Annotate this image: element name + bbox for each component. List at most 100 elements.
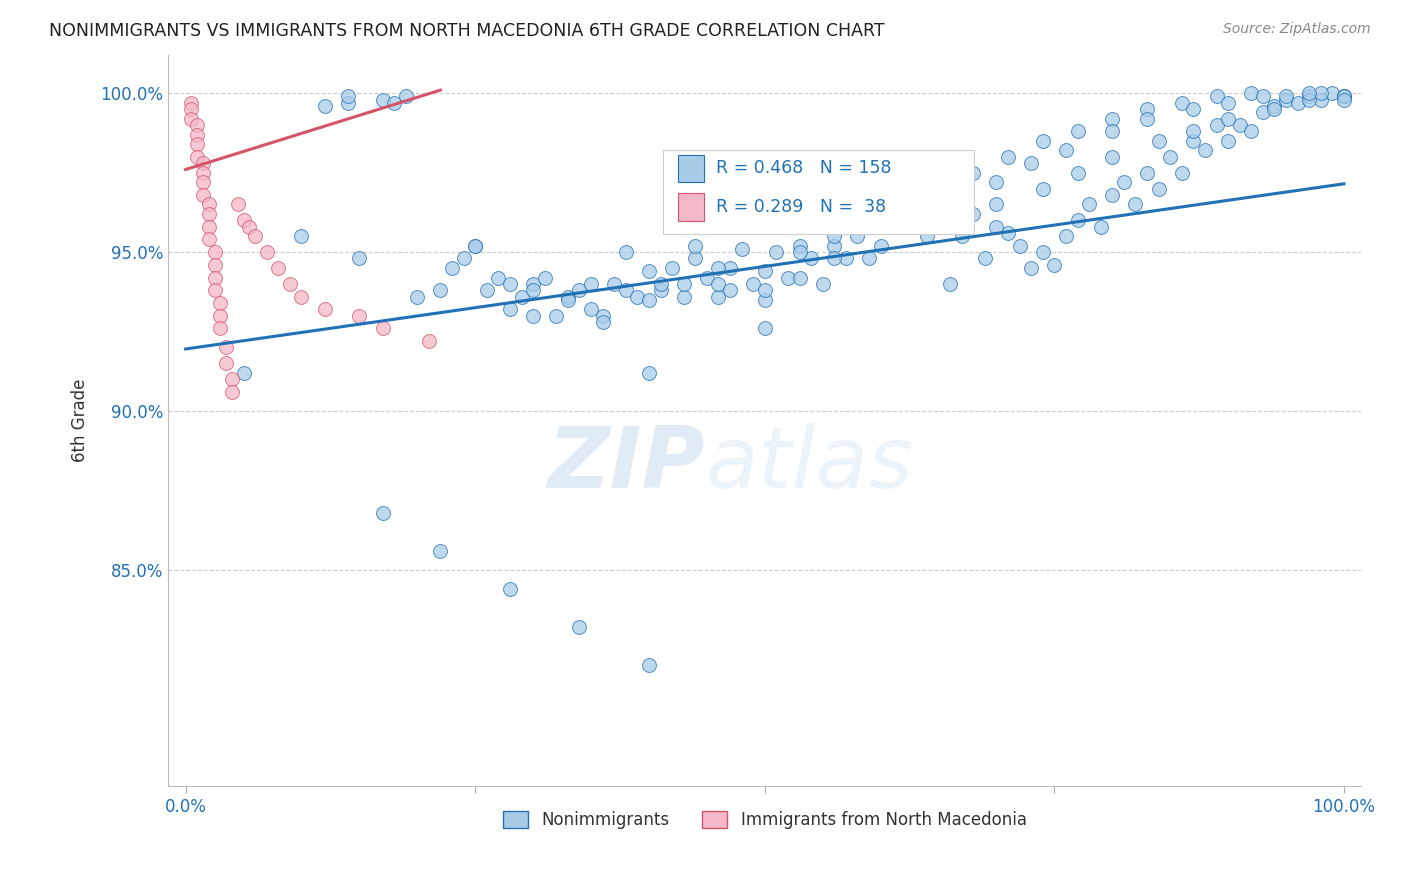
Point [349, 252, 371, 266]
Point [754, 293, 776, 307]
Point [882, 219, 904, 234]
Point [1286, 95, 1309, 110]
Point [186, 128, 208, 142]
Y-axis label: 6th Grade: 6th Grade [72, 379, 89, 462]
Point [1298, 89, 1320, 103]
Text: Source: ZipAtlas.com: Source: ZipAtlas.com [1223, 22, 1371, 37]
Point [464, 238, 486, 252]
Point [1216, 95, 1239, 110]
Point [243, 229, 266, 244]
Point [406, 289, 429, 303]
Text: NONIMMIGRANTS VS IMMIGRANTS FROM NORTH MACEDONIA 6TH GRADE CORRELATION CHART: NONIMMIGRANTS VS IMMIGRANTS FROM NORTH M… [49, 22, 884, 40]
Point [209, 309, 232, 323]
Point [1066, 166, 1088, 180]
Point [1054, 229, 1077, 244]
Point [1019, 156, 1042, 170]
Point [904, 197, 927, 211]
Point [204, 258, 226, 272]
Point [939, 277, 962, 291]
Point [215, 356, 238, 370]
Point [928, 213, 950, 227]
Point [1101, 188, 1123, 202]
Point [486, 270, 509, 285]
Point [1240, 87, 1263, 101]
Text: ZIP: ZIP [547, 423, 704, 506]
Point [191, 188, 214, 202]
Point [418, 334, 440, 348]
Point [730, 242, 752, 256]
Point [869, 219, 891, 234]
Point [789, 245, 811, 260]
Point [522, 277, 544, 291]
Point [893, 207, 915, 221]
Bar [678, 154, 704, 182]
Point [371, 506, 394, 520]
Point [1078, 197, 1101, 211]
Point [191, 166, 214, 180]
Point [893, 197, 915, 211]
Point [661, 260, 683, 275]
Point [718, 283, 741, 297]
Point [209, 321, 232, 335]
Point [986, 197, 1008, 211]
Point [1309, 87, 1331, 101]
Point [475, 283, 498, 297]
Point [1229, 118, 1251, 132]
Point [928, 188, 950, 202]
Point [1263, 99, 1285, 113]
Point [858, 219, 880, 234]
Point [1136, 102, 1159, 116]
Point [1205, 118, 1227, 132]
Point [811, 277, 834, 291]
Point [232, 366, 254, 380]
Point [754, 321, 776, 335]
Point [180, 102, 202, 116]
Point [915, 229, 938, 244]
Point [638, 366, 661, 380]
Point [1147, 134, 1170, 148]
Point [683, 238, 706, 252]
Legend: Nonimmigrants, Immigrants from North Macedonia: Nonimmigrants, Immigrants from North Mac… [496, 805, 1033, 836]
Point [997, 150, 1019, 164]
Point [707, 260, 730, 275]
Point [962, 207, 984, 221]
Point [226, 197, 249, 211]
Point [638, 264, 661, 278]
Point [191, 175, 214, 189]
Point [1275, 89, 1298, 103]
Point [1216, 112, 1239, 126]
Point [1171, 95, 1194, 110]
Point [1032, 245, 1054, 260]
Point [592, 315, 614, 329]
Point [1182, 102, 1205, 116]
Point [1182, 134, 1205, 148]
Point [1090, 219, 1112, 234]
Point [1333, 93, 1355, 107]
Point [336, 95, 359, 110]
Point [869, 213, 891, 227]
Point [696, 270, 718, 285]
Point [290, 289, 312, 303]
Point [1275, 93, 1298, 107]
Point [510, 289, 533, 303]
Point [765, 245, 787, 260]
Point [1147, 181, 1170, 195]
Point [592, 309, 614, 323]
Point [1101, 112, 1123, 126]
Point [846, 229, 869, 244]
Point [1216, 134, 1239, 148]
Bar [678, 194, 704, 221]
Point [1019, 260, 1042, 275]
Text: R = 0.468   N = 158: R = 0.468 N = 158 [716, 160, 891, 178]
Point [1066, 124, 1088, 138]
Point [650, 277, 672, 291]
Point [278, 277, 301, 291]
Point [742, 277, 765, 291]
Point [267, 260, 290, 275]
Point [1125, 197, 1147, 211]
Point [1101, 150, 1123, 164]
Point [718, 260, 741, 275]
Point [290, 229, 312, 244]
Point [429, 283, 451, 297]
Point [1322, 87, 1344, 101]
